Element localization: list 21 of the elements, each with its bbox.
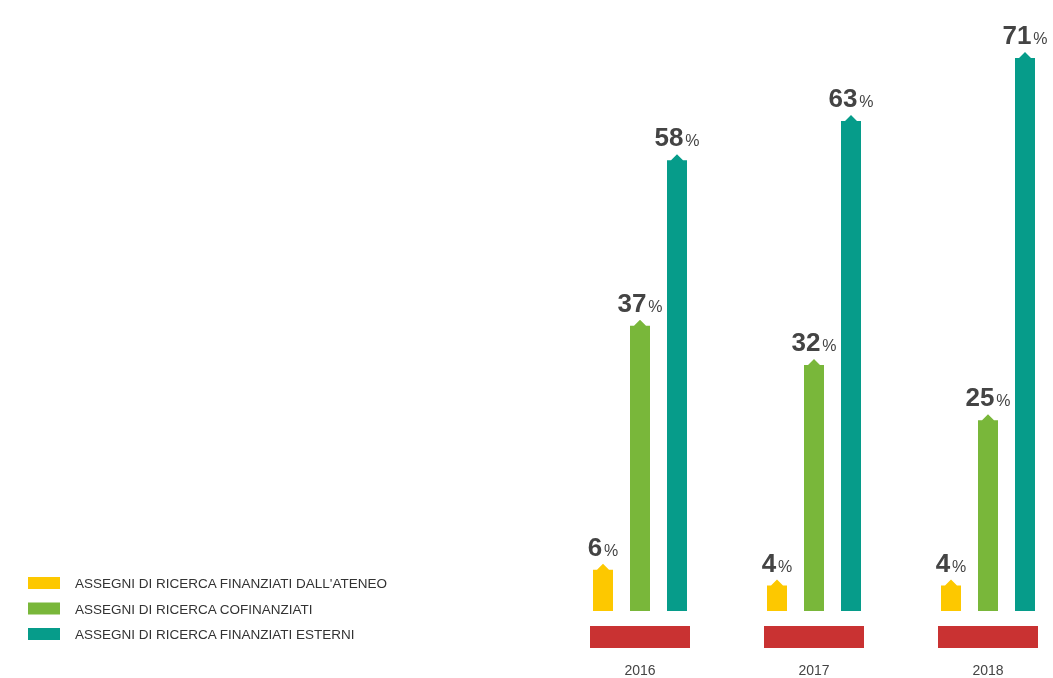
legend-label: ASSEGNI DI RICERCA COFINANZIATI [75,601,313,617]
data-label: 63% [828,82,874,113]
data-label: 58% [654,122,700,153]
bar [630,319,650,611]
data-label: 4% [761,547,793,578]
bar [1015,52,1035,611]
data-label: 6% [587,531,619,562]
data-label: 25% [965,382,1011,413]
bar [667,154,687,611]
bar [841,114,861,611]
bar [804,359,824,611]
bar [978,414,998,611]
data-label: 71% [1002,20,1048,50]
x-tick-label: 2018 [972,662,1004,678]
x-tick-label: 2016 [624,662,656,678]
data-label: 37% [617,287,663,318]
data-label: 32% [791,327,837,358]
x-tick-label: 2017 [798,662,830,678]
data-label: 4% [935,547,967,578]
legend-label: ASSEGNI DI RICERCA FINANZIATI DALL'ATENEO [75,576,387,591]
legend-label: ASSEGNI DI RICERCA FINANZIATI ESTERNI [75,627,355,642]
